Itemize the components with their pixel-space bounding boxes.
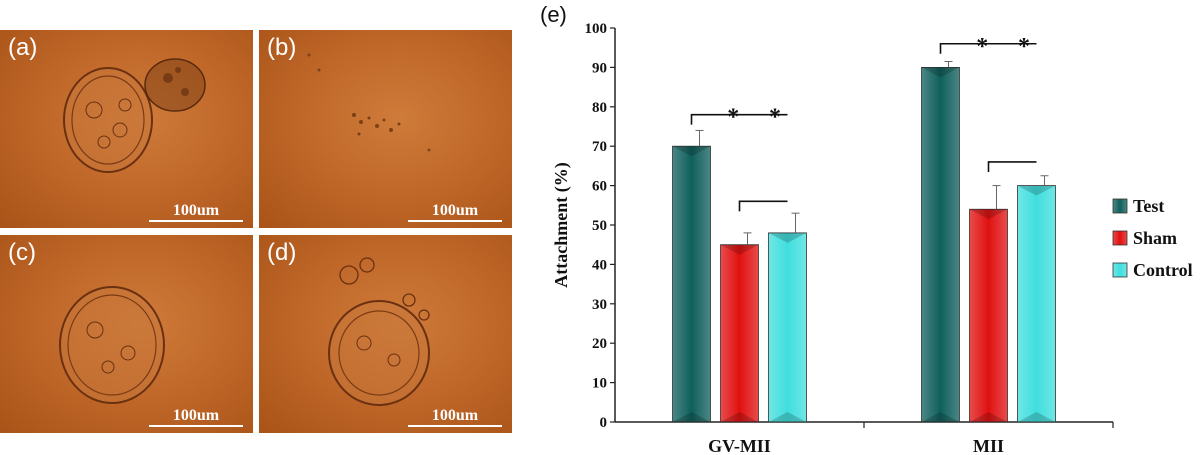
panel-label-b: (b): [267, 34, 297, 61]
scale-text-c: 100um: [172, 407, 220, 424]
bar-bevel-bottom: [720, 412, 759, 422]
legend-label-sham: Sham: [1133, 228, 1177, 248]
bar-bevel-bottom: [969, 412, 1008, 422]
scale-line-c: [149, 425, 243, 427]
scale-line-d: [408, 425, 502, 427]
scale-line-a: [149, 220, 243, 222]
cell-debris-b: [307, 53, 431, 152]
y-tick-label: 30: [592, 297, 607, 313]
embryo-blastocyst-a: [63, 58, 206, 173]
legend-label-test: Test: [1133, 196, 1164, 216]
y-tick-label: 0: [600, 415, 608, 431]
y-axis-label: Attachment (%): [551, 162, 572, 287]
legend-swatch-control: [1112, 262, 1128, 278]
bar-bevel-top: [1017, 185, 1056, 196]
y-tick-label: 50: [592, 218, 607, 234]
bar-bevel-bottom: [672, 412, 711, 422]
scale-bar-a: 100um: [149, 203, 243, 222]
y-tick-label: 100: [585, 21, 608, 37]
y-tick-label: 20: [592, 336, 607, 352]
bar-bevel-top: [768, 232, 807, 243]
y-tick-label: 90: [592, 60, 607, 76]
bar-bevel-top: [672, 146, 711, 157]
panel-label-e: (e): [540, 2, 567, 27]
significance-bracket: [987, 161, 1037, 172]
y-tick-label: 10: [592, 376, 607, 392]
bar-bevel-top: [921, 67, 960, 78]
attachment-bar-chart: 0 10 20 30 40 50 60 70 80 90 100 Attachment (%) GV-M…: [551, 21, 1193, 455]
scale-bar-d: 100um: [408, 408, 502, 427]
significance-mark: *: [1018, 34, 1030, 60]
bar-bevel-top: [720, 244, 759, 255]
scale-text-a: 100um: [172, 202, 220, 219]
significance-bracket: [690, 113, 788, 125]
scale-line-b: [408, 220, 502, 222]
significance-mark: *: [727, 105, 739, 131]
scale-text-b: 100um: [431, 202, 479, 219]
bar-control-1: [1017, 185, 1056, 423]
significance-bracket: [939, 42, 1037, 54]
scale-text-d: 100um: [431, 407, 479, 424]
panel-label-c: (c): [8, 239, 36, 266]
panel-label-d: (d): [267, 239, 297, 266]
legend-swatch-sham: [1112, 230, 1128, 246]
micrograph-a: (a) 100um: [0, 30, 253, 228]
significance-bracket: [738, 200, 788, 212]
embryo-blastocyst-d: [328, 257, 430, 406]
bar-sham-1: [969, 208, 1008, 423]
bar-test-0: [672, 145, 711, 423]
scale-bar-c: 100um: [149, 408, 243, 427]
y-tick-label: 70: [592, 139, 607, 155]
legend-swatch-test: [1112, 198, 1128, 214]
bar-bevel-bottom: [921, 412, 960, 422]
bar-control-0: [768, 232, 807, 423]
y-tick-label: 80: [592, 100, 607, 116]
x-tick-label: GV-MII: [708, 436, 771, 455]
bar-bevel-bottom: [1017, 412, 1056, 422]
significance-mark: *: [976, 34, 988, 60]
x-tick-label: MII: [973, 436, 1004, 455]
micrograph-b: (b) 100um: [259, 30, 512, 228]
bar-sham-0: [720, 244, 759, 423]
bar-bevel-bottom: [768, 412, 807, 422]
panel-label-a: (a): [8, 34, 38, 61]
bar-bevel-top: [969, 209, 1008, 220]
micrograph-c: (c) 100um: [0, 235, 253, 433]
bar-test-1: [921, 67, 960, 423]
significance-mark: *: [769, 105, 781, 131]
embryo-blastocyst-c: [59, 286, 165, 404]
scale-bar-b: 100um: [408, 203, 502, 222]
micrograph-d: (d) 100um: [259, 235, 512, 433]
legend-label-control: Control: [1133, 260, 1193, 280]
y-tick-label: 60: [592, 179, 607, 195]
y-tick-label: 40: [592, 257, 607, 273]
